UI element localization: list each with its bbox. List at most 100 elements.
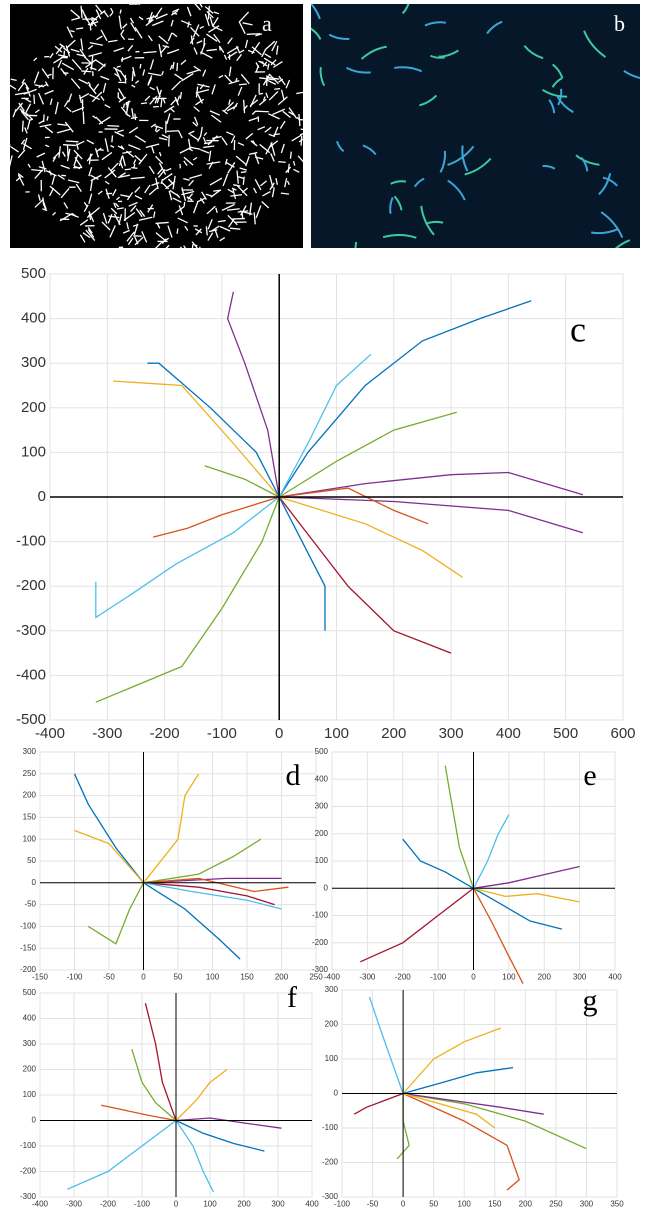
fiber	[263, 57, 276, 66]
trajectory	[360, 887, 474, 963]
fiber	[291, 134, 302, 142]
fiber	[253, 187, 258, 194]
fiber	[79, 234, 86, 243]
y-tick-label: 0	[324, 883, 329, 892]
fiber	[95, 9, 102, 20]
fiber	[174, 73, 183, 80]
fiber	[184, 225, 189, 231]
fiber	[255, 33, 263, 37]
fiber	[272, 61, 283, 68]
trajectory	[66, 1119, 177, 1190]
fiber	[49, 52, 54, 59]
fiber	[461, 145, 469, 172]
fiber	[130, 204, 137, 213]
x-tick-label: 200	[538, 973, 552, 982]
fiber	[279, 120, 286, 130]
fiber	[82, 111, 85, 125]
fiber	[114, 68, 122, 82]
fiber	[548, 99, 556, 114]
fiber	[130, 22, 137, 32]
fiber	[156, 89, 162, 104]
fiber	[155, 232, 166, 242]
x-tick-label: -100	[207, 725, 237, 742]
fiber	[100, 29, 108, 42]
x-tick-label: 300	[573, 973, 587, 982]
fiber	[63, 202, 69, 209]
fiber	[237, 176, 244, 180]
fiber	[202, 69, 207, 77]
fiber	[134, 236, 144, 246]
fiber	[153, 211, 156, 218]
fiber	[119, 9, 122, 14]
fiber	[87, 81, 92, 86]
x-tick-label: -400	[32, 1200, 49, 1209]
fiber	[238, 83, 247, 86]
y-tick-label: 250	[23, 769, 37, 778]
fiber	[60, 164, 70, 170]
y-tick-label: -400	[16, 666, 46, 683]
fiber	[138, 16, 144, 21]
fiber	[144, 95, 151, 102]
fiber	[259, 143, 271, 154]
fiber	[240, 171, 247, 174]
fiber	[51, 174, 56, 185]
trajectory	[131, 1048, 177, 1121]
x-tick-label: 0	[275, 725, 283, 742]
fiber	[288, 107, 298, 119]
fiber	[82, 232, 91, 239]
fiber	[44, 126, 54, 134]
fiber	[88, 84, 97, 95]
y-tick-label: 400	[21, 310, 46, 327]
fiber	[83, 56, 93, 65]
fiber	[188, 130, 195, 135]
fiber	[73, 149, 83, 160]
fiber	[211, 114, 222, 123]
fiber	[148, 11, 153, 23]
fiber	[107, 124, 120, 127]
fiber	[57, 123, 68, 126]
fiber	[158, 43, 163, 58]
fiber	[99, 10, 106, 15]
fiber	[44, 81, 49, 87]
fiber	[190, 26, 200, 37]
trajectory	[143, 838, 262, 884]
fiber	[172, 8, 180, 13]
fiber	[71, 17, 81, 21]
trajectory	[95, 496, 280, 703]
fiber	[299, 133, 303, 136]
fiber	[150, 123, 157, 128]
trajectory	[473, 887, 580, 903]
fiber	[61, 62, 75, 71]
fiber	[127, 44, 134, 52]
fiber	[542, 88, 568, 98]
fiber	[49, 185, 61, 196]
fiber	[193, 47, 198, 55]
fiber	[94, 59, 106, 68]
fiber	[84, 14, 92, 27]
fiber	[107, 214, 113, 224]
fiber	[211, 225, 220, 232]
fiber	[221, 203, 235, 212]
fiber	[65, 140, 79, 143]
fiber	[157, 168, 163, 175]
y-tick-label: -300	[322, 1192, 339, 1201]
fiber	[219, 46, 225, 53]
fiber	[79, 48, 87, 58]
fiber	[79, 92, 90, 100]
panel-label: g	[583, 984, 598, 1017]
trajectory	[175, 1119, 265, 1152]
fiber	[21, 78, 26, 84]
fiber	[131, 108, 134, 119]
x-tick-label: 300	[439, 725, 464, 742]
fiber	[102, 82, 107, 93]
trajectory	[279, 496, 584, 534]
fiber	[239, 11, 250, 23]
fiber	[203, 145, 215, 149]
fiber	[38, 92, 45, 105]
fiber	[583, 30, 607, 58]
fiber	[149, 14, 155, 23]
fiber	[54, 101, 59, 115]
fiber	[297, 155, 303, 163]
y-tick-label: 150	[23, 813, 37, 822]
fiber	[28, 118, 34, 122]
